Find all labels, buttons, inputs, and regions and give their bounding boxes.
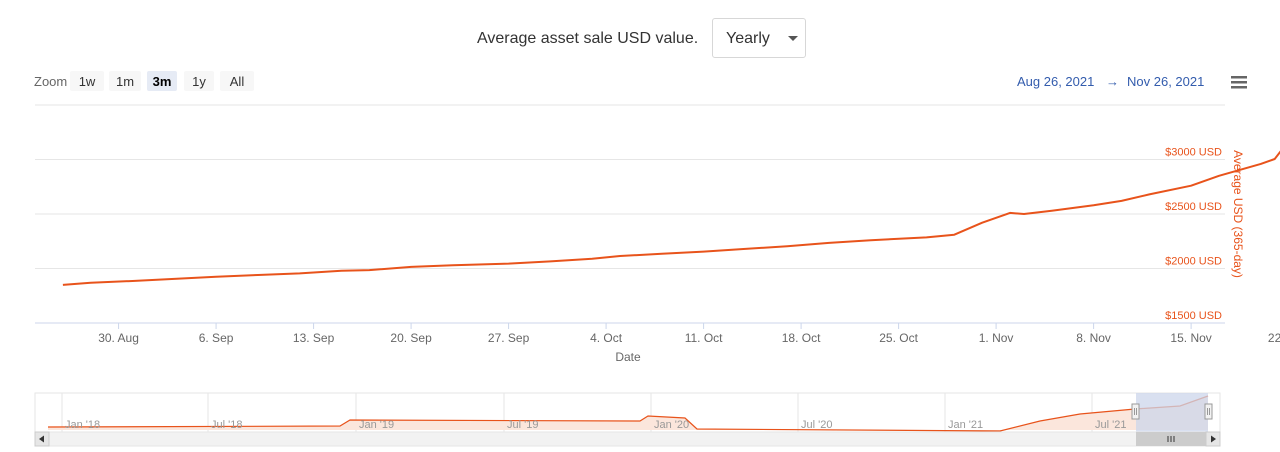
chart-header: Average asset sale USD value. Yearly — [0, 18, 1280, 60]
y-tick-label: $2000 USD — [1165, 256, 1222, 268]
x-tick-label: 11. Oct — [685, 331, 723, 345]
zoom-button-label: 1w — [79, 74, 96, 89]
zoom-button-label: 1m — [116, 74, 134, 89]
scrollbar[interactable] — [34, 431, 1221, 447]
navigator-series-area — [48, 396, 1208, 431]
period-select-value: Yearly — [726, 30, 770, 47]
navigator-label: Jan '20 — [654, 419, 689, 431]
zoom-button-label: 3m — [153, 74, 172, 89]
zoom-button-label: All — [230, 74, 245, 89]
x-tick-label: 1. Nov — [979, 331, 1014, 345]
navigator-handle-left[interactable] — [1131, 403, 1140, 420]
navigator-selection[interactable] — [1136, 393, 1208, 432]
x-tick-label: 22. Nov — [1268, 331, 1280, 345]
scrollbar-thumb[interactable] — [1136, 432, 1208, 446]
navigator-label: Jul '19 — [507, 419, 538, 431]
range-separator: → — [1106, 74, 1119, 89]
x-tick-label: 20. Sep — [390, 331, 432, 345]
zoom-button-label: 1y — [192, 74, 206, 89]
navigator-label: Jul '21 — [1095, 419, 1126, 431]
x-tick-label: 13. Sep — [293, 331, 335, 345]
y-tick-label: $2500 USD — [1165, 201, 1222, 213]
zoom-button-All[interactable]: All — [220, 71, 254, 91]
series-line — [62, 150, 1280, 286]
x-tick-label: 6. Sep — [199, 331, 234, 345]
navigator-label: Jan '18 — [65, 419, 100, 431]
x-tick-label: 30. Aug — [98, 331, 139, 345]
range-from: Aug 26, 2021 — [1017, 74, 1094, 89]
zoom-button-3m[interactable]: 3m — [147, 71, 177, 91]
navigator-label: Jan '19 — [359, 419, 394, 431]
y-tick-label: $3000 USD — [1165, 147, 1222, 159]
navigator-label: Jan '21 — [948, 419, 983, 431]
zoom-label: Zoom — [34, 74, 67, 89]
arrow-left-icon[interactable] — [34, 431, 50, 447]
x-tick-label: 27. Sep — [488, 331, 530, 345]
range-to: Nov 26, 2021 — [1127, 74, 1204, 89]
chart-title: Average asset sale USD value. — [477, 30, 699, 47]
navigator-label: Jul '20 — [801, 419, 832, 431]
navigator-handle-right[interactable] — [1204, 403, 1213, 420]
navigator[interactable]: Jan '18 Jul '18 Jan '19 Jul '19 Jan '20 Jul '… — [34, 392, 1221, 433]
x-axis-title: Date — [615, 350, 641, 364]
chevron-down-icon — [788, 36, 798, 41]
x-tick-label: 8. Nov — [1076, 331, 1111, 345]
hamburger-icon[interactable] — [1230, 74, 1248, 90]
zoom-button-1y[interactable]: 1y — [184, 71, 214, 91]
arrow-right-icon[interactable] — [1205, 431, 1221, 447]
scrollbar-track[interactable] — [34, 431, 1221, 447]
period-select[interactable]: Yearly — [712, 18, 806, 58]
grip-icon — [1167, 436, 1175, 442]
y-axis-title: Average USD (365-day) — [1231, 150, 1245, 278]
x-tick-label: 18. Oct — [782, 331, 821, 345]
zoom-button-1w[interactable]: 1w — [70, 71, 104, 91]
x-tick-label: 15. Nov — [1170, 331, 1211, 345]
zoom-button-1m[interactable]: 1m — [109, 71, 141, 91]
x-tick-label: 25. Oct — [879, 331, 918, 345]
x-tick-label: 4. Oct — [590, 331, 623, 345]
navigator-label: Jul '18 — [211, 419, 242, 431]
y-tick-label: $1500 USD — [1165, 310, 1222, 322]
